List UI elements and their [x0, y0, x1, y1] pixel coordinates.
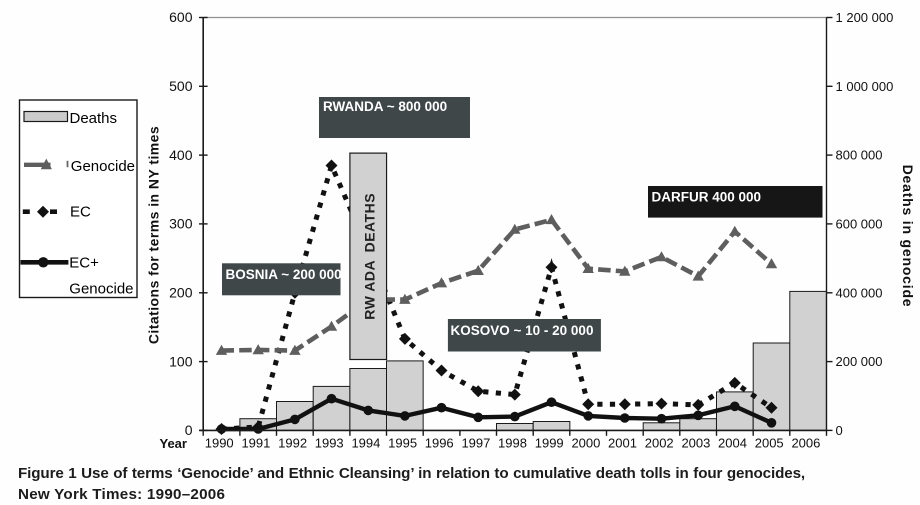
svg-text:DARFUR 400 000: DARFUR 400 000 — [652, 190, 762, 205]
svg-text:1993: 1993 — [315, 436, 344, 451]
svg-text:1 200 000: 1 200 000 — [836, 10, 894, 25]
svg-text:Year: Year — [160, 436, 187, 451]
svg-text:RW ADA DEATHS: RW ADA DEATHS — [361, 193, 377, 320]
svg-text:600 000: 600 000 — [836, 216, 883, 231]
svg-text:100: 100 — [169, 353, 193, 369]
svg-text:2001: 2001 — [608, 436, 637, 451]
svg-text:1992: 1992 — [278, 436, 307, 451]
svg-text:1996: 1996 — [425, 436, 454, 451]
svg-text:2002: 2002 — [645, 436, 674, 451]
svg-text:Genocide: Genocide — [71, 158, 135, 175]
svg-text:2000: 2000 — [571, 436, 600, 451]
svg-text:Deaths: Deaths — [70, 110, 118, 127]
svg-text:400 000: 400 000 — [836, 285, 883, 300]
svg-text:400: 400 — [169, 147, 193, 163]
svg-text:EC: EC — [70, 204, 91, 221]
svg-text:300: 300 — [169, 216, 193, 232]
svg-text:Citations for terms in NY time: Citations for terms in NY times — [146, 126, 162, 344]
svg-text:200: 200 — [169, 285, 193, 301]
svg-text:2006: 2006 — [791, 436, 820, 451]
svg-text:800 000: 800 000 — [836, 148, 883, 163]
svg-text:2005: 2005 — [755, 436, 784, 451]
svg-text:1997: 1997 — [461, 436, 490, 451]
svg-text:600: 600 — [169, 9, 193, 25]
svg-text:1 000 000: 1 000 000 — [836, 79, 894, 94]
svg-text:500: 500 — [169, 78, 193, 94]
svg-text:0: 0 — [185, 422, 193, 438]
svg-text:EC+: EC+ — [69, 254, 99, 271]
svg-text:KOSOVO ~ 10 - 20 000: KOSOVO ~ 10 - 20 000 — [451, 323, 594, 338]
svg-text:2004: 2004 — [718, 436, 747, 451]
svg-text:Genocide: Genocide — [69, 280, 133, 297]
svg-text:BOSNIA ~ 200 000: BOSNIA ~ 200 000 — [226, 267, 342, 282]
svg-text:1991: 1991 — [241, 436, 270, 451]
svg-text:Deaths in genocide: Deaths in genocide — [900, 165, 916, 308]
svg-text:0: 0 — [836, 423, 843, 438]
svg-text:1990: 1990 — [205, 436, 234, 451]
svg-text:1995: 1995 — [388, 436, 417, 451]
svg-text:1994: 1994 — [351, 436, 380, 451]
svg-text:1999: 1999 — [535, 436, 564, 451]
svg-text:2003: 2003 — [681, 436, 710, 451]
svg-text:1998: 1998 — [498, 436, 527, 451]
svg-text:RWANDA ~ 800 000: RWANDA ~ 800 000 — [323, 99, 447, 114]
svg-text:200 000: 200 000 — [836, 354, 883, 369]
